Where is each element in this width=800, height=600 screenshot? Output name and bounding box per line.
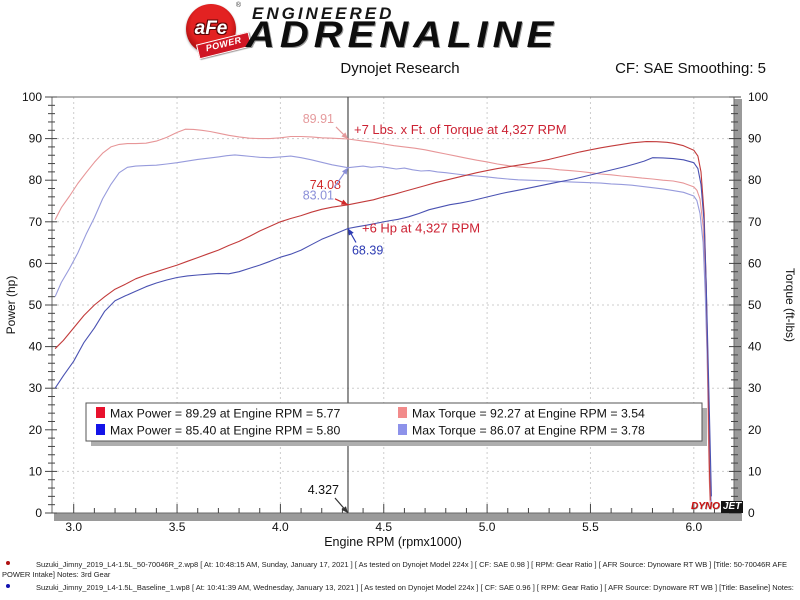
svg-text:20: 20 [29, 423, 43, 437]
y-tick-labels-left: 0 10 20 30 40 50 60 70 80 90 100 [22, 90, 42, 520]
plot-shadow [54, 99, 742, 521]
annotation-power-baseline-value: 68.39 [347, 228, 383, 257]
svg-text:20: 20 [748, 423, 762, 437]
annotations: 89.91 +7 Lbs. x Ft. of Torque at 4,327 RP… [303, 112, 567, 514]
svg-text:68.39: 68.39 [352, 243, 383, 257]
run-note-afe: Suzuki_Jimny_2019_L4-1.5L_50-70046R_2.wp… [2, 560, 798, 579]
y-tick-labels-right: 0 10 20 30 40 50 60 70 80 90 100 [748, 90, 768, 520]
note-bullet-blue [6, 584, 10, 588]
run-notes: Suzuki_Jimny_2019_L4-1.5L_50-70046R_2.wp… [2, 560, 798, 597]
x-axis-label: Engine RPM (rpmx1000) [324, 535, 462, 549]
legend-swatch [96, 407, 105, 418]
annotation-power-afe-value: 74.08 [310, 178, 349, 206]
afe-badge-text: aFe [194, 18, 228, 39]
svg-text:+6 Hp at 4,327 RPM: +6 Hp at 4,327 RPM [362, 220, 480, 235]
legend-label: Max Torque = 92.27 at Engine RPM = 3.54 [412, 407, 645, 421]
svg-text:10: 10 [29, 464, 43, 478]
svg-text:60: 60 [29, 256, 43, 270]
svg-text:3.5: 3.5 [169, 520, 186, 534]
curve-afe-power [54, 141, 711, 501]
cf-smoothing-label: CF: SAE Smoothing: 5 [615, 60, 766, 77]
dyno-chart: 3.0 3.5 4.0 4.5 5.0 5.5 6.0 0 10 20 30 40 50 60 70 80 90… [4, 90, 797, 549]
dynojet-dyno-text: DYNO [691, 501, 720, 512]
registered-mark: ® [235, 2, 241, 9]
svg-text:5.5: 5.5 [582, 520, 599, 534]
y-axis-label-power: Power (hp) [4, 276, 18, 335]
afe-power-logo: aFe ® POWER [186, 2, 253, 60]
legend: Max Power = 89.29 at Engine RPM = 5.77 Ma… [85, 402, 707, 446]
run-note-baseline-text: Suzuki_Jimny_2019_L4-1.5L_Baseline_1.wp8… [36, 583, 794, 592]
svg-text:89.91: 89.91 [303, 112, 334, 126]
y-axis-label-torque: Torque (ft-lbs) [783, 268, 797, 342]
svg-text:6.0: 6.0 [685, 520, 702, 534]
svg-text:0: 0 [748, 506, 755, 520]
svg-text:60: 60 [748, 256, 762, 270]
svg-text:+7 Lbs. x Ft. of Torque at 4,3: +7 Lbs. x Ft. of Torque at 4,327 RPM [354, 122, 567, 137]
svg-text:30: 30 [29, 381, 43, 395]
svg-text:10: 10 [748, 464, 762, 478]
run-note-afe-text: Suzuki_Jimny_2019_L4-1.5L_50-70046R_2.wp… [2, 560, 787, 579]
svg-text:40: 40 [748, 340, 762, 354]
svg-text:100: 100 [22, 90, 42, 104]
svg-text:30: 30 [748, 381, 762, 395]
svg-text:80: 80 [29, 173, 43, 187]
curve-baseline-power [54, 157, 712, 497]
brand-adrenaline-text: ADRENALINE [246, 15, 559, 56]
annotation-torque-afe-value: 89.91 [303, 112, 349, 140]
dynojet-jet-text: JET [720, 501, 744, 513]
annotation-torque-gain-label: +7 Lbs. x Ft. of Torque at 4,327 RPM [354, 122, 567, 137]
svg-text:90: 90 [748, 132, 762, 146]
legend-swatch [96, 424, 105, 435]
dynojet-watermark: DYNO JET [691, 501, 744, 513]
svg-text:90: 90 [29, 132, 43, 146]
svg-text:70: 70 [29, 215, 43, 229]
annotation-cursor-rpm-value: 4.327 [308, 483, 349, 514]
svg-text:70: 70 [748, 215, 762, 229]
legend-label: Max Power = 85.40 at Engine RPM = 5.80 [110, 424, 341, 438]
svg-text:50: 50 [748, 298, 762, 312]
svg-text:83.01: 83.01 [303, 189, 334, 203]
svg-text:5.0: 5.0 [479, 520, 496, 534]
legend-label: Max Power = 89.29 at Engine RPM = 5.77 [110, 407, 341, 421]
annotation-torque-baseline-value: 83.01 [303, 167, 349, 203]
curve-afe-torque [54, 128, 711, 505]
svg-text:4.5: 4.5 [375, 520, 392, 534]
run-note-baseline: Suzuki_Jimny_2019_L4-1.5L_Baseline_1.wp8… [2, 583, 798, 593]
curve-baseline-torque [54, 154, 712, 505]
svg-text:74.08: 74.08 [310, 178, 341, 192]
svg-text:100: 100 [748, 90, 768, 104]
svg-text:0: 0 [35, 506, 42, 520]
svg-text:4.0: 4.0 [272, 520, 289, 534]
svg-text:80: 80 [748, 173, 762, 187]
svg-text:40: 40 [29, 340, 43, 354]
annotation-power-gain-label: +6 Hp at 4,327 RPM [362, 220, 480, 235]
axis-titles: Power (hp) Torque (ft-lbs) Engine RPM (rpm… [4, 268, 797, 549]
svg-text:4.327: 4.327 [308, 483, 339, 497]
legend-swatch [398, 424, 407, 435]
x-tick-labels: 3.0 3.5 4.0 4.5 5.0 5.5 6.0 [65, 520, 702, 534]
note-bullet-red [6, 561, 10, 565]
svg-text:3.0: 3.0 [65, 520, 82, 534]
brand-engineered-text: ENGINEERED [252, 4, 395, 23]
page-title: Dynojet Research [340, 60, 460, 77]
legend-swatch [398, 407, 407, 418]
svg-text:50: 50 [29, 298, 43, 312]
axis-ticks [45, 96, 741, 514]
legend-label: Max Torque = 86.07 at Engine RPM = 3.78 [412, 424, 645, 438]
